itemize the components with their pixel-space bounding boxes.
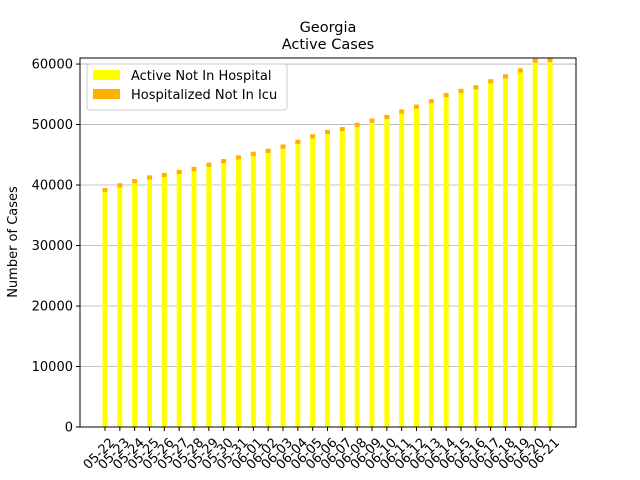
bar-segment [547, 58, 553, 63]
bar-segment [161, 177, 167, 427]
bar-segment [102, 188, 108, 193]
bars [102, 58, 553, 428]
bar-segment [428, 99, 434, 104]
bar-segment [517, 68, 523, 73]
bar-segment [488, 79, 494, 84]
bar-segment [532, 58, 538, 63]
y-tick-label: 50000 [32, 118, 73, 133]
y-tick-label: 0 [65, 421, 73, 436]
bar-segment [384, 114, 390, 120]
bar-segment [414, 108, 419, 428]
bar-segment [132, 183, 138, 427]
bar-segment [325, 134, 330, 427]
bar-segment [354, 122, 360, 127]
legend: Active Not In Hospital Hospitalized Not I… [86, 63, 288, 111]
chart-subtitle: Active Cases [282, 37, 375, 53]
bar-segment [339, 126, 345, 132]
bar-segment [221, 163, 227, 427]
bar-segment [339, 131, 345, 428]
bar-segment [458, 88, 464, 94]
y-tick-label: 60000 [32, 58, 73, 73]
bar-segment [191, 166, 197, 172]
bar-segment [161, 172, 167, 178]
bar-segment [310, 138, 316, 427]
bar-segment [295, 139, 301, 144]
bar-segment [369, 122, 375, 427]
legend-swatch [93, 89, 120, 99]
bar-segment [236, 155, 241, 160]
y-tick-label: 20000 [32, 300, 73, 315]
y-axis-label: Number of Cases [6, 186, 21, 298]
bar-segment [473, 85, 479, 90]
bar-segment [102, 192, 108, 427]
legend-label: Hospitalized Not In Icu [131, 88, 277, 103]
bar-segment [117, 183, 123, 188]
bar-segment [310, 134, 316, 139]
bar-segment [384, 119, 390, 428]
bar-segment [532, 62, 538, 427]
y-axis-ticks: 0 10000 20000 30000 40000 50000 60000 [32, 58, 80, 436]
y-tick-label: 10000 [32, 360, 73, 375]
bar-segment [206, 166, 212, 427]
bar-segment [369, 118, 375, 123]
legend-frame [86, 63, 288, 111]
bar-segment [250, 155, 256, 428]
y-tick-label: 40000 [32, 179, 73, 194]
bar-segment [236, 159, 241, 428]
bar-segment [414, 104, 419, 109]
bar-segment [265, 152, 271, 427]
bar-segment [399, 113, 405, 427]
y-tick-label: 30000 [32, 239, 73, 254]
bar-segment [176, 169, 182, 175]
bar-segment [325, 129, 330, 135]
bar-segment [354, 126, 360, 427]
chart-title: Georgia [300, 20, 357, 36]
bar-segment [206, 162, 212, 167]
bar-segment [176, 174, 182, 427]
bar-segment [517, 72, 523, 427]
bar-segment [488, 83, 494, 427]
bar-segment [280, 144, 286, 149]
legend-label: Active Not In Hospital [131, 69, 272, 84]
bar-segment [280, 148, 286, 427]
bar-segment [443, 97, 449, 427]
bar-segment [132, 178, 138, 184]
bar-segment [265, 148, 271, 153]
bar-segment [428, 103, 434, 428]
bar-segment [147, 179, 152, 427]
bar-segment [547, 62, 553, 427]
bar-segment [147, 175, 152, 180]
bar-segment [399, 109, 405, 114]
bar-segment [458, 93, 464, 428]
bar-segment [443, 93, 449, 98]
bar-segment [295, 143, 301, 427]
bar-segment [221, 159, 227, 164]
bar-segment [117, 187, 123, 427]
bar-segment [191, 171, 197, 427]
legend-swatch [93, 70, 120, 80]
bar-segment [473, 89, 479, 427]
bar-segment [503, 74, 508, 79]
bar-segment [503, 78, 508, 428]
bar-segment [250, 151, 256, 156]
